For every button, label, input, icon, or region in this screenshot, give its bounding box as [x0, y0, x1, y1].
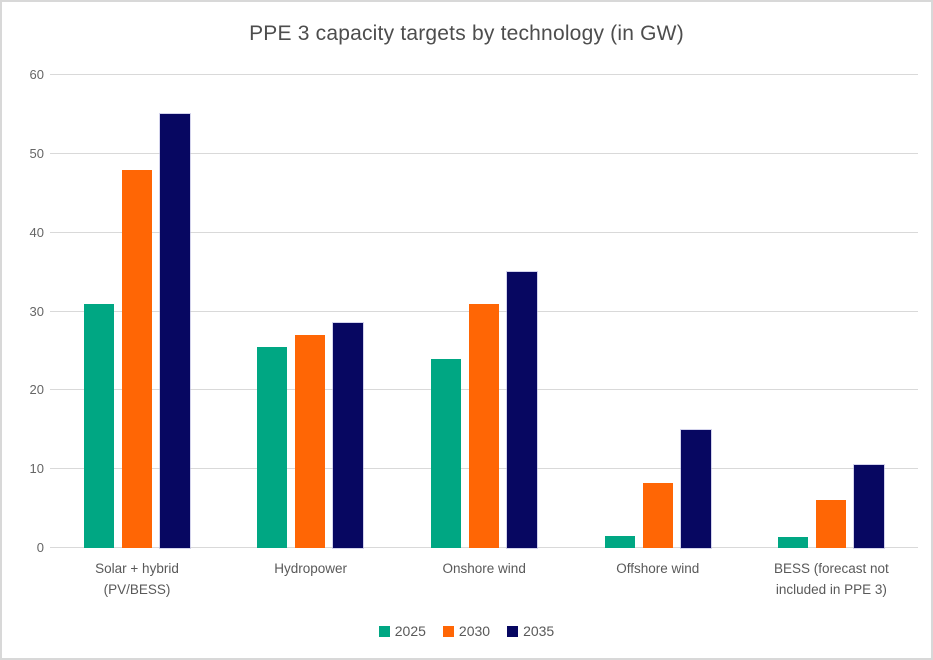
legend-swatch-2025 [378, 625, 390, 637]
bar-2025-bess-forecast-not-included-in-ppe-3 [778, 536, 809, 548]
bar-2025-hydropower [257, 346, 288, 548]
legend: 2025 2030 2035 [2, 623, 931, 639]
bar-2035-hydropower [333, 323, 364, 548]
legend-item-2035: 2035 [507, 623, 554, 639]
legend-swatch-2035 [507, 625, 519, 637]
legend-label-2035: 2035 [523, 623, 555, 639]
legend-item-2025: 2025 [378, 623, 426, 639]
bar-2035-onshore-wind [507, 272, 537, 548]
bar-2030-offshore-wind [642, 482, 673, 548]
bar-group-onshore-wind [431, 75, 537, 548]
bar-group-solar-hybrid-pv-bess [83, 75, 190, 548]
x-axis-label-text: Offshore wind [616, 561, 700, 576]
gridline-50 [50, 152, 918, 154]
y-tick-label-0: 0 [36, 540, 44, 555]
legend-item-2030: 2030 [442, 623, 491, 639]
y-tick-label-20: 20 [29, 382, 44, 398]
gridline-60 [50, 74, 918, 75]
y-tick-label-10: 10 [29, 461, 44, 477]
x-axis-label-hydropower: Hydropower [224, 558, 398, 579]
plot-area [50, 74, 918, 548]
bar-2035-solar-hybrid-pv-bess [159, 114, 190, 548]
gridline-40 [50, 231, 918, 233]
bar-group-bess-forecast-not-included-in-ppe-3 [778, 75, 885, 548]
bar-2035-offshore-wind [680, 429, 711, 548]
y-tick-label-30: 30 [29, 303, 44, 319]
x-axis-label-text: Solar + hybrid (PV/BESS) [95, 561, 179, 597]
chart-title: PPE 3 capacity targets by technology (in… [249, 22, 684, 45]
bar-2035-bess-forecast-not-included-in-ppe-3 [854, 465, 885, 548]
bar-2025-onshore-wind [431, 358, 461, 548]
x-axis-label-solar-hybrid-pv-bess: Solar + hybrid (PV/BESS) [50, 558, 224, 600]
bar-2025-offshore-wind [604, 536, 635, 548]
legend-label-2030: 2030 [458, 623, 491, 639]
bar-2030-bess-forecast-not-included-in-ppe-3 [816, 499, 847, 548]
x-axis-label-onshore-wind: Onshore wind [397, 558, 571, 579]
x-axis-label-text: Hydropower [274, 561, 347, 576]
x-axis-label-text: Onshore wind [442, 561, 526, 576]
x-axis-label-bess-forecast-not-included-in-ppe-3: BESS (forecast not included in PPE 3) [744, 558, 918, 600]
x-axis-label-text: BESS (forecast not included in PPE 3) [773, 561, 889, 597]
y-tick-label-60: 60 [29, 67, 44, 82]
y-tick-label-40: 40 [29, 224, 44, 240]
bar-2030-onshore-wind [469, 303, 499, 548]
bar-2030-hydropower [295, 335, 326, 548]
y-tick-label-50: 50 [29, 145, 44, 161]
x-axis-label-offshore-wind: Offshore wind [571, 558, 745, 579]
bar-group-offshore-wind [604, 75, 711, 548]
bar-2025-solar-hybrid-pv-bess [83, 303, 114, 548]
bar-2030-solar-hybrid-pv-bess [121, 169, 152, 548]
legend-label-2025: 2025 [394, 623, 426, 639]
bar-group-hydropower [257, 75, 364, 548]
legend-swatch-2030 [442, 625, 454, 637]
